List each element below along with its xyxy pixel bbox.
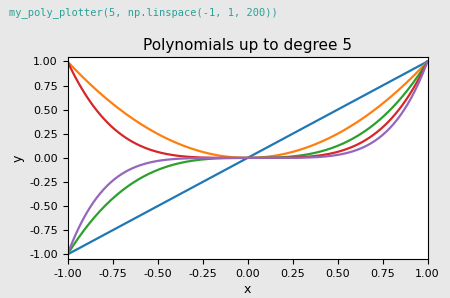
Title: Polynomials up to degree 5: Polynomials up to degree 5 xyxy=(143,38,352,53)
X-axis label: x: x xyxy=(244,283,251,296)
Y-axis label: y: y xyxy=(12,154,25,162)
Text: my_poly_plotter(5, np.linspace(-1, 1, 200)): my_poly_plotter(5, np.linspace(-1, 1, 20… xyxy=(9,7,278,18)
